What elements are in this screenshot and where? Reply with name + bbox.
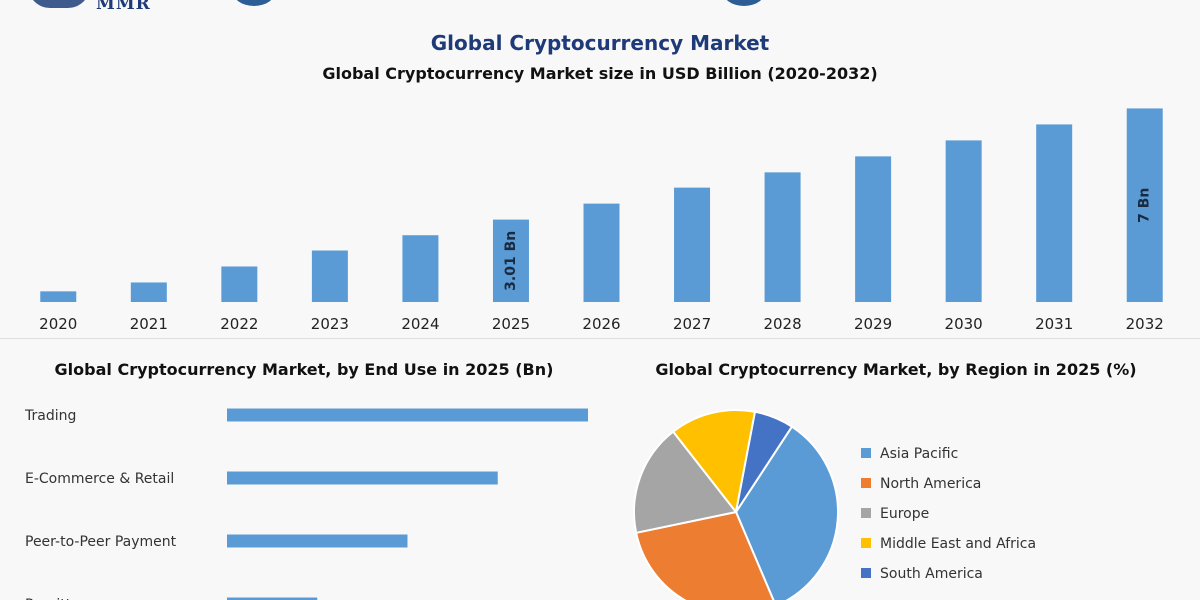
bar-2028 xyxy=(764,172,801,302)
data-label: 7 Bn xyxy=(1137,188,1153,223)
x-tick-label: 2024 xyxy=(401,315,439,333)
legend-swatch xyxy=(861,478,871,488)
pie-slice-europe xyxy=(633,430,738,534)
pie-slice-north-america xyxy=(634,510,775,600)
chart-title: Global Cryptocurrency Market xyxy=(431,31,770,55)
legend-label: Europe xyxy=(880,506,929,522)
x-tick-label: 2028 xyxy=(763,315,801,333)
pie-slice-asia-pacific xyxy=(734,425,839,600)
bar-2031 xyxy=(1036,124,1073,303)
legend-swatch xyxy=(861,448,871,458)
bar-2027 xyxy=(674,187,711,302)
market-size-chart: Global Cryptocurrency Market Global Cryp… xyxy=(39,31,1164,333)
bar-2030 xyxy=(945,140,982,302)
hbar-trading xyxy=(227,408,588,422)
legend-swatch xyxy=(861,538,871,548)
x-tick-label: 2027 xyxy=(673,315,711,333)
logo-icon xyxy=(28,0,90,8)
region-pie-chart: Global Cryptocurrency Market, by Region … xyxy=(633,360,1137,600)
chart-subtitle: Global Cryptocurrency Market size in USD… xyxy=(322,64,877,83)
x-tick-label: 2021 xyxy=(130,315,168,333)
x-tick-label: 2031 xyxy=(1035,315,1073,333)
data-label: 3.01 Bn xyxy=(503,231,519,291)
legend-label: North America xyxy=(880,476,981,492)
x-tick-label: 2026 xyxy=(582,315,620,333)
bar-2029 xyxy=(855,156,892,302)
end-use-title: Global Cryptocurrency Market, by End Use… xyxy=(55,360,554,379)
pie-slice-middle-east-and-africa xyxy=(671,409,757,515)
category-label: Peer-to-Peer Payment xyxy=(25,534,177,550)
bar-2023 xyxy=(311,250,348,302)
hbar-remittance xyxy=(227,597,318,600)
header-strip: MMR xyxy=(0,0,1200,14)
bar-2025 xyxy=(492,219,529,302)
hbar-peer-to-peer-payment xyxy=(227,534,408,548)
bar-2032 xyxy=(1126,108,1163,303)
category-label: Remittance xyxy=(25,597,105,600)
x-tick-label: 2023 xyxy=(311,315,349,333)
legend-label: Asia Pacific xyxy=(880,446,958,462)
legend-swatch xyxy=(861,568,871,578)
globe-icon xyxy=(722,0,766,6)
pie-slice-south-america xyxy=(735,410,794,513)
x-tick-label: 2032 xyxy=(1126,315,1164,333)
x-tick-label: 2030 xyxy=(945,315,983,333)
x-tick-label: 2022 xyxy=(220,315,258,333)
region-title: Global Cryptocurrency Market, by Region … xyxy=(655,360,1136,379)
globe-icon xyxy=(232,0,276,6)
legend-label: South America xyxy=(880,566,983,582)
bar-2020 xyxy=(40,291,77,302)
logo-text: MMR xyxy=(96,0,151,14)
x-tick-label: 2020 xyxy=(39,315,77,333)
legend-label: Middle East and Africa xyxy=(880,536,1036,552)
x-tick-label: 2025 xyxy=(492,315,530,333)
section-divider xyxy=(0,338,1200,339)
bar-2022 xyxy=(221,266,258,302)
end-use-chart: Global Cryptocurrency Market, by End Use… xyxy=(24,360,588,600)
x-tick-label: 2029 xyxy=(854,315,892,333)
hbar-e-commerce-retail xyxy=(227,471,498,485)
bar-2021 xyxy=(130,282,167,302)
legend-swatch xyxy=(861,508,871,518)
bar-2026 xyxy=(583,203,620,302)
category-label: E-Commerce & Retail xyxy=(25,471,174,487)
category-label: Trading xyxy=(24,408,76,424)
bar-2024 xyxy=(402,235,439,302)
